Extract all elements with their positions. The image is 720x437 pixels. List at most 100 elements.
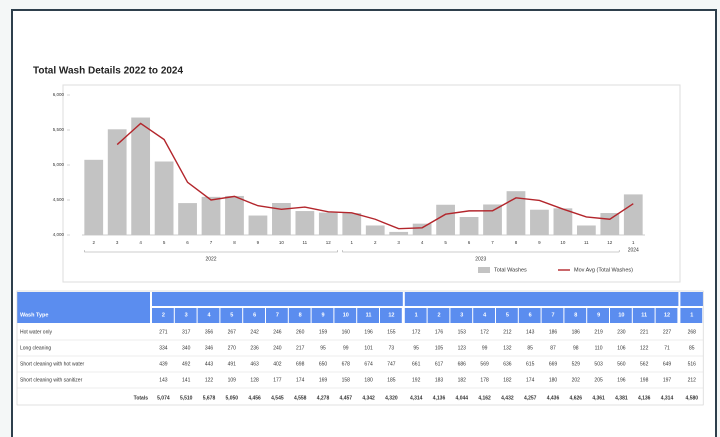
group-label: 2022	[205, 256, 216, 262]
x-tick-label: 12	[607, 240, 613, 245]
table: Wash Type 2 3 4 5 6 7 8 9 10 11 12 1 2 3 4 5 6 7 8 9 10 11 12 1H…	[16, 290, 704, 406]
cell: 182	[458, 377, 467, 383]
cell: 109	[228, 377, 237, 383]
cell: 159	[319, 329, 328, 335]
header-cell	[496, 308, 518, 323]
y-tick-label: 5,000	[53, 162, 65, 167]
column-header: 9	[321, 312, 324, 318]
legend-swatch	[478, 267, 490, 273]
column-header: 10	[618, 312, 624, 318]
legend-label: Mov Avg (Total Washes)	[574, 267, 633, 273]
header-cell	[404, 308, 427, 323]
header-cell	[152, 308, 174, 323]
bar	[389, 231, 409, 235]
total-cell: 4,545	[271, 395, 284, 401]
header-cell	[473, 308, 495, 323]
bar	[576, 225, 596, 235]
header-cell	[311, 308, 334, 323]
header-cell	[380, 308, 402, 323]
cell: 123	[458, 345, 467, 351]
cell: 650	[319, 361, 328, 367]
row-label: Short cleaning with sanitizer	[20, 377, 83, 383]
cell: 267	[228, 329, 237, 335]
x-tick-label: 4	[139, 240, 142, 245]
header-cell	[680, 308, 703, 323]
row-label: Long cleaning	[20, 345, 51, 351]
cell: 122	[205, 377, 214, 383]
x-tick-label: 3	[116, 240, 119, 245]
bar	[506, 191, 526, 235]
header-cell	[220, 308, 243, 323]
bar	[623, 194, 643, 235]
bar	[459, 217, 479, 235]
cell: 443	[205, 361, 214, 367]
cell: 99	[343, 345, 349, 351]
cell: 176	[435, 329, 444, 335]
total-cell: 4,626	[570, 395, 583, 401]
header-cell	[518, 308, 541, 323]
bar	[178, 203, 197, 235]
cell: 246	[273, 329, 282, 335]
cell: 560	[617, 361, 626, 367]
header-cell	[564, 308, 587, 323]
x-tick-label: 7	[491, 240, 494, 245]
cell: 686	[458, 361, 467, 367]
column-header: 4	[207, 312, 211, 318]
total-cell: 4,361	[592, 395, 605, 401]
cell: 106	[617, 345, 626, 351]
header-cell	[610, 308, 632, 323]
cell: 141	[182, 377, 191, 383]
x-tick-label: 1	[351, 240, 354, 245]
total-cell: 4,436	[547, 395, 560, 401]
group-label: 2024	[628, 247, 639, 253]
x-tick-label: 10	[560, 240, 566, 245]
cell: 439	[159, 361, 168, 367]
cell: 202	[572, 377, 581, 383]
column-header: 3	[460, 312, 463, 318]
cell: 172	[412, 329, 421, 335]
table-border	[16, 290, 704, 406]
cell: 160	[342, 329, 351, 335]
cell: 73	[389, 345, 395, 351]
column-header: 6	[253, 312, 256, 318]
header-cell	[632, 308, 655, 323]
bar	[553, 208, 573, 235]
total-cell: 4,162	[478, 395, 491, 401]
cell: 615	[526, 361, 535, 367]
column-header: 7	[276, 312, 279, 318]
y-tick-label: 4,500	[53, 197, 65, 202]
group-bracket	[84, 250, 338, 253]
cell: 516	[688, 361, 697, 367]
cell: 334	[159, 345, 168, 351]
x-tick-label: 3	[397, 240, 400, 245]
column-header: 5	[230, 312, 233, 318]
header-cell	[357, 308, 379, 323]
x-tick-label: 8	[233, 240, 236, 245]
cell: 174	[526, 377, 535, 383]
cell: 317	[182, 329, 191, 335]
cell: 178	[480, 377, 489, 383]
cell: 172	[480, 329, 489, 335]
cell: 85	[527, 345, 533, 351]
column-header: 2	[162, 312, 165, 318]
row-label: Short cleaning with hot water	[20, 361, 85, 367]
total-cell: 5,074	[157, 395, 170, 401]
cell: 219	[594, 329, 603, 335]
column-header: 1	[415, 312, 418, 318]
cell: 180	[549, 377, 558, 383]
header-cell	[266, 308, 288, 323]
table-header-bg	[17, 292, 150, 323]
cell: 402	[273, 361, 282, 367]
x-tick-label: 2	[374, 240, 377, 245]
bar	[248, 215, 268, 235]
total-cell: 4,456	[248, 395, 261, 401]
total-cell: 4,558	[294, 395, 307, 401]
totals-label: Totals	[134, 395, 149, 401]
header-cell	[427, 308, 450, 323]
moving-average-line	[116, 122, 634, 230]
row-label: Hot water only	[20, 329, 52, 335]
y-tick-label: 4,000	[53, 232, 65, 237]
column-header: 3	[185, 312, 188, 318]
cell: 186	[572, 329, 581, 335]
